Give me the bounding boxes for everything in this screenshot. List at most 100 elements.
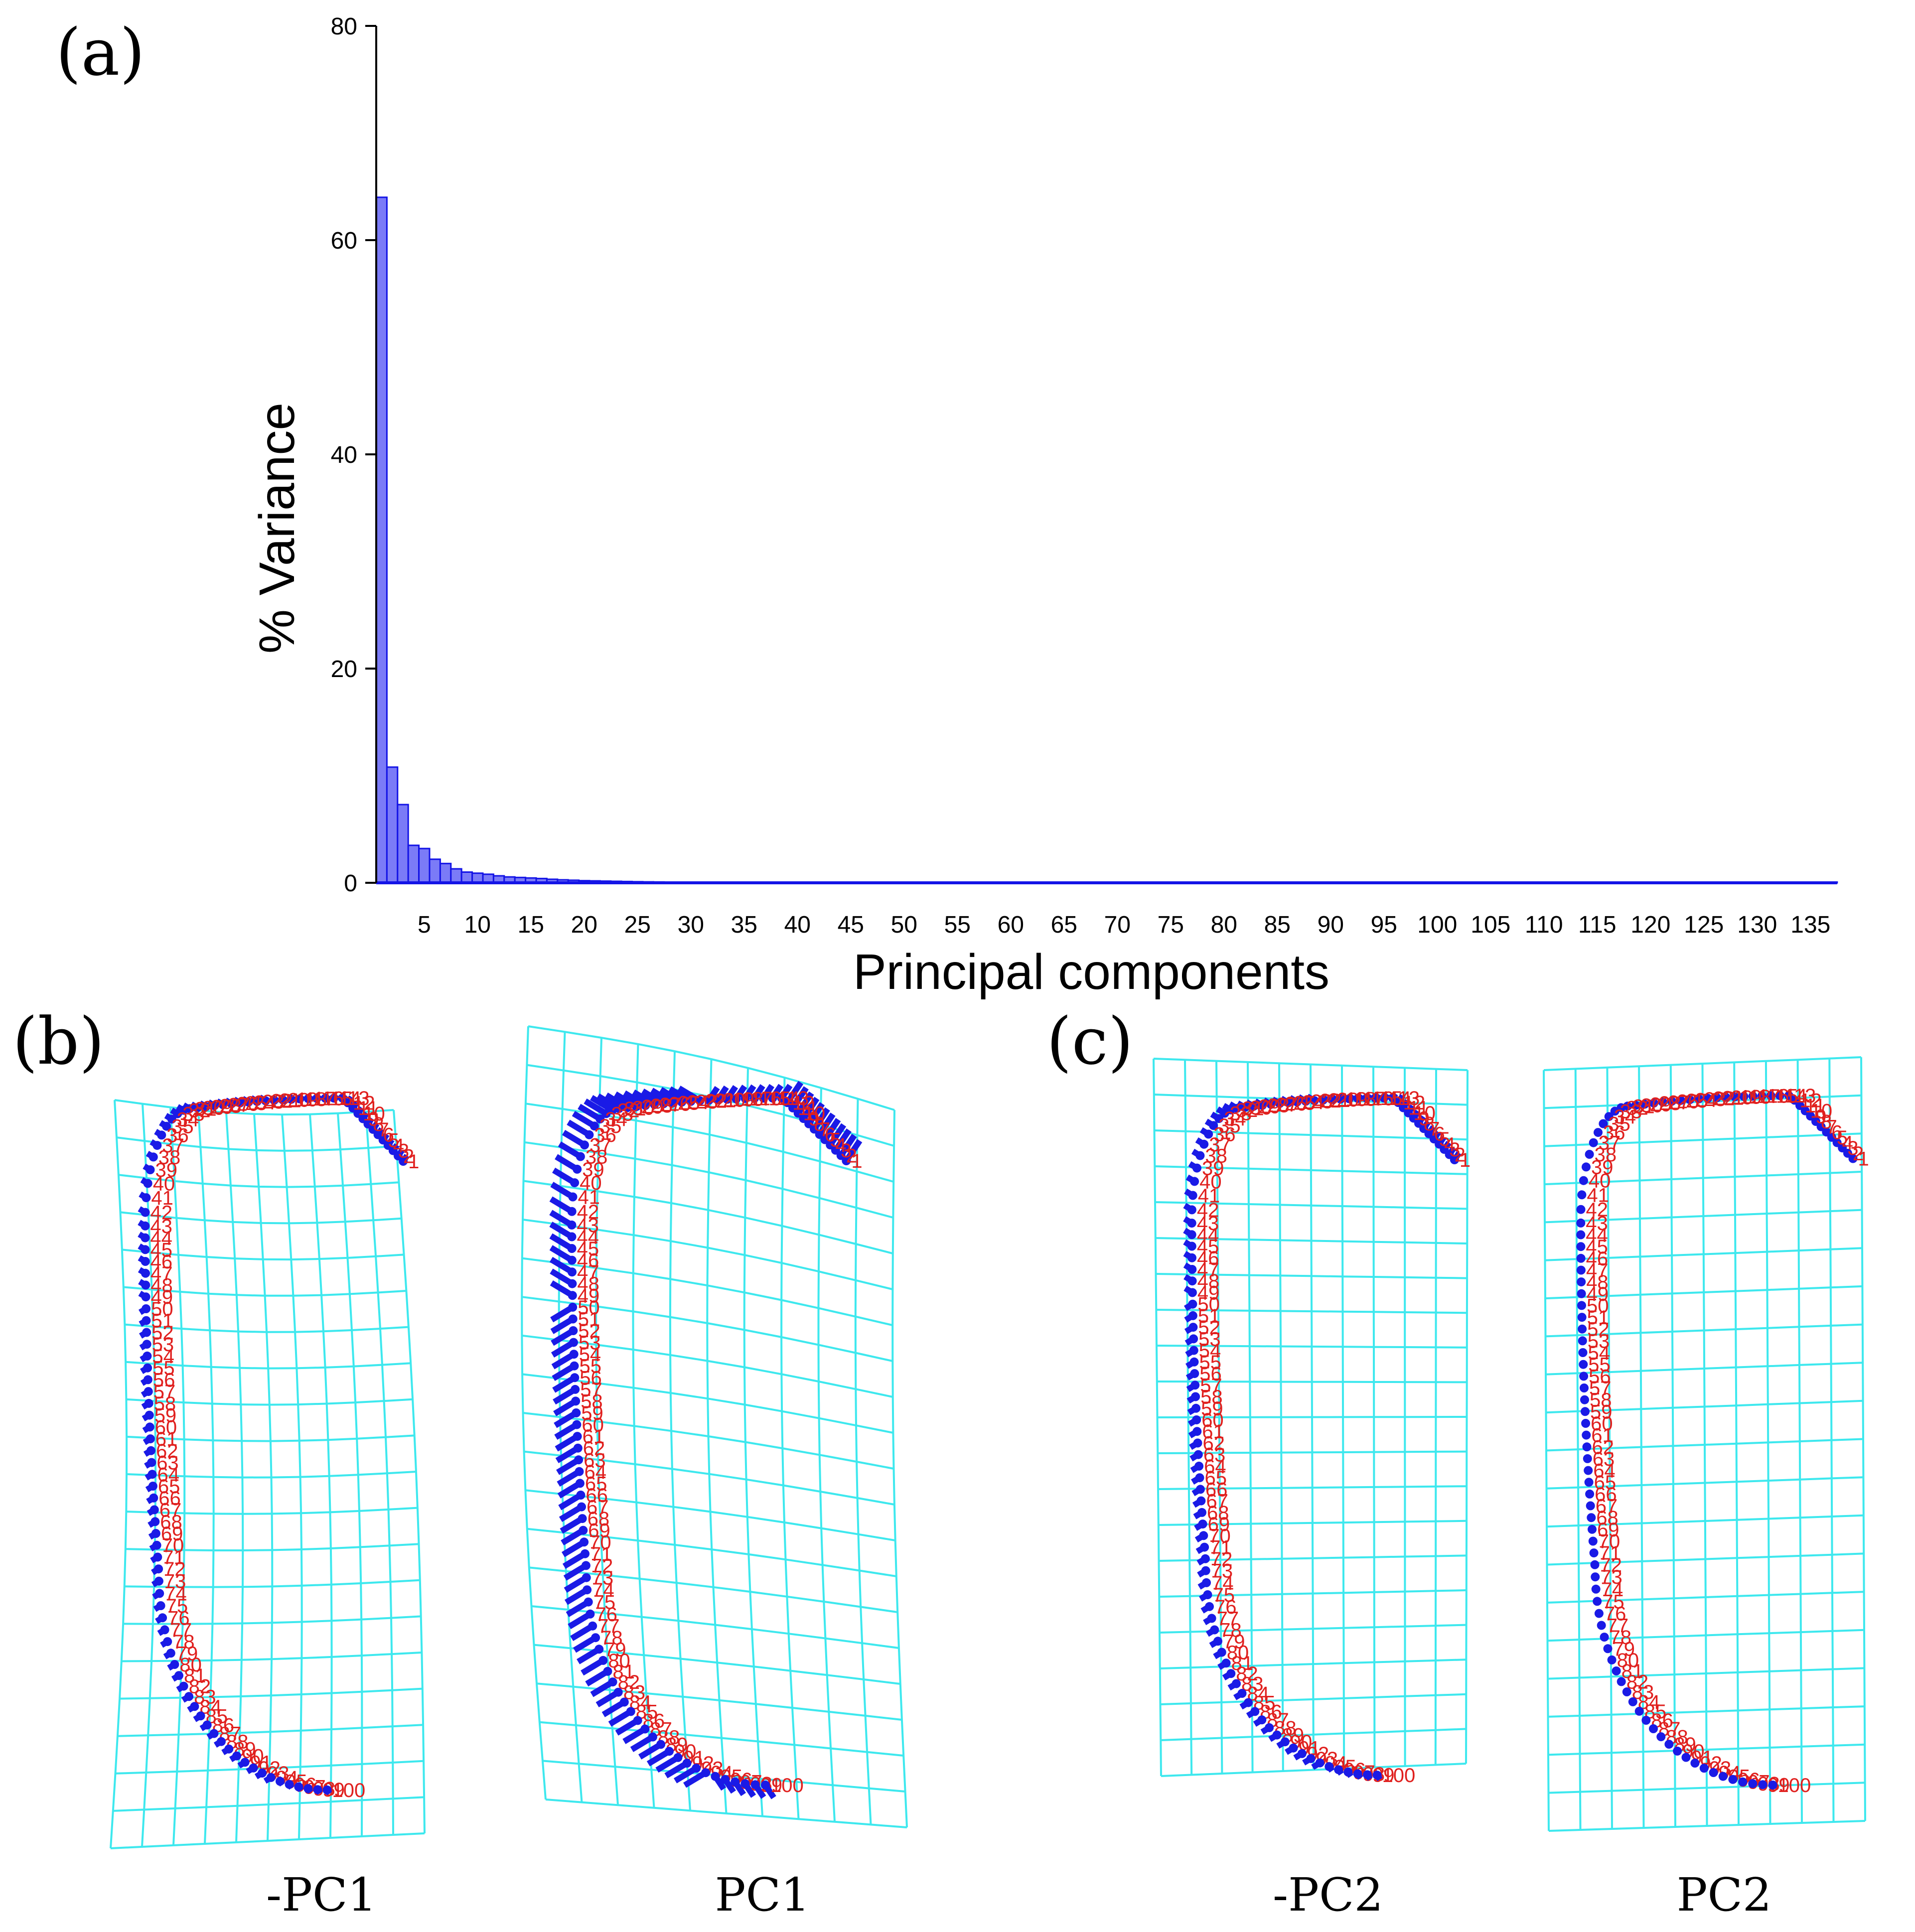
landmark-point	[141, 1233, 150, 1242]
x-tick-label: 70	[1104, 912, 1131, 938]
landmark-label: 14	[1389, 1088, 1411, 1109]
landmark-label: 5	[830, 1129, 841, 1151]
landmark-label: 75	[1602, 1591, 1624, 1613]
landmark-label: 30	[632, 1097, 655, 1119]
bar-pc-8	[450, 868, 462, 884]
landmark-label: 17	[1758, 1086, 1780, 1107]
landmark-point	[144, 1398, 153, 1408]
landmark-label: 13	[347, 1088, 370, 1109]
landmark-label: 42	[577, 1201, 599, 1223]
landmark-point	[571, 1384, 580, 1394]
landmark-label: 40	[1589, 1170, 1611, 1192]
x-axis-title: Principal components	[853, 944, 1329, 1000]
deformation-grid-pc1: 1234567891011121314151617181920212223242…	[521, 1025, 908, 1828]
landmark-point	[320, 1094, 330, 1103]
landmark-label: 100	[1382, 1765, 1416, 1787]
landmark-label: 79	[176, 1643, 198, 1664]
landmark-point	[732, 1094, 741, 1104]
landmark-label: 60	[1201, 1409, 1224, 1431]
caption-neg-pc2: -PC2	[1273, 1868, 1383, 1922]
landmark-point	[586, 1609, 595, 1619]
landmark-point	[594, 1645, 604, 1654]
landmark-point	[1584, 1478, 1594, 1487]
landmark-label: 39	[1591, 1156, 1614, 1178]
landmark-point	[1664, 1740, 1674, 1749]
landmark-point	[295, 1094, 304, 1104]
landmark-label: 59	[154, 1405, 177, 1427]
landmark-point	[142, 1193, 151, 1203]
landmark-point	[190, 1702, 199, 1711]
grid-line	[539, 1721, 904, 1757]
landmark-point	[1258, 1101, 1267, 1110]
grid-line	[1547, 1667, 1865, 1680]
landmark-label: 46	[1586, 1248, 1609, 1270]
landmark-label: 8	[373, 1113, 384, 1135]
landmark-point	[303, 1784, 313, 1794]
landmark-point	[569, 1350, 579, 1359]
grid-line	[1545, 1247, 1863, 1261]
landmark-point	[603, 1666, 612, 1676]
landmark-point	[1579, 1372, 1589, 1381]
landmark-label: 50	[151, 1298, 173, 1320]
grid-line	[1158, 1519, 1467, 1526]
x-tick-label: 125	[1684, 912, 1724, 938]
y-axis-title: % Variance	[249, 403, 305, 654]
landmark-label: 78	[1219, 1620, 1242, 1642]
landmark-label: 72	[591, 1555, 613, 1577]
landmark-point	[1577, 1301, 1586, 1310]
landmark-point	[252, 1097, 262, 1106]
landmark-label: 43	[150, 1216, 172, 1238]
landmark-label: 32	[188, 1100, 211, 1122]
landmark-label: 55	[1588, 1354, 1611, 1376]
landmark-label: 25	[678, 1093, 700, 1114]
landmark-point	[1209, 1121, 1218, 1130]
landmark-point	[1189, 1334, 1198, 1344]
grid-line	[126, 1471, 417, 1479]
panel-label-a: (a)	[56, 14, 145, 90]
landmark-label: 19	[1740, 1087, 1762, 1108]
x-tick-label: 90	[1318, 912, 1344, 938]
bar-pc-2	[386, 766, 399, 884]
landmark-point	[580, 1140, 589, 1150]
landmark-label: 69	[1597, 1519, 1620, 1541]
grid-line	[522, 1257, 893, 1326]
x-tick-label: 120	[1630, 912, 1670, 938]
landmark-point	[227, 1099, 236, 1108]
landmark-label: 29	[641, 1096, 664, 1118]
grid-line	[1545, 1362, 1863, 1376]
landmark-label: 5	[1439, 1128, 1450, 1150]
landmark-point	[1757, 1091, 1767, 1101]
landmark-label: 28	[650, 1095, 673, 1117]
landmark-point	[1190, 1369, 1199, 1379]
grid-line	[1546, 1514, 1864, 1528]
landmark-label: 77	[597, 1616, 620, 1638]
grid-line	[126, 1507, 418, 1515]
landmark-label: 52	[1198, 1317, 1220, 1339]
landmark-label: 22	[271, 1091, 293, 1112]
landmark-point	[148, 1152, 158, 1162]
landmark-label: 28	[219, 1095, 242, 1117]
landmark-label: 70	[1598, 1531, 1620, 1553]
landmark-point	[147, 1458, 156, 1467]
landmark-label: 44	[150, 1228, 172, 1249]
landmark-point	[152, 1141, 162, 1150]
landmark-point	[1585, 1489, 1595, 1499]
landmark-label: 68	[160, 1511, 182, 1533]
landmark-point	[632, 1102, 641, 1111]
grid-line	[121, 1652, 422, 1662]
landmark-label: 43	[577, 1215, 599, 1237]
landmark-label: 74	[1211, 1572, 1234, 1594]
grid-line	[123, 1615, 421, 1625]
grid-line	[1158, 1485, 1467, 1490]
landmark-label: 34	[605, 1108, 627, 1130]
grid-line	[120, 1687, 423, 1700]
grid-line	[117, 1724, 424, 1737]
landmark-label: 46	[1197, 1247, 1219, 1269]
landmark-label: 71	[1209, 1537, 1232, 1559]
landmark-label: 33	[1620, 1101, 1642, 1122]
landmark-point	[1195, 1485, 1205, 1494]
x-tick-label: 100	[1417, 912, 1457, 938]
landmark-label: 43	[1586, 1213, 1608, 1235]
landmark-point	[568, 1267, 577, 1277]
landmark-label: 24	[687, 1092, 709, 1113]
